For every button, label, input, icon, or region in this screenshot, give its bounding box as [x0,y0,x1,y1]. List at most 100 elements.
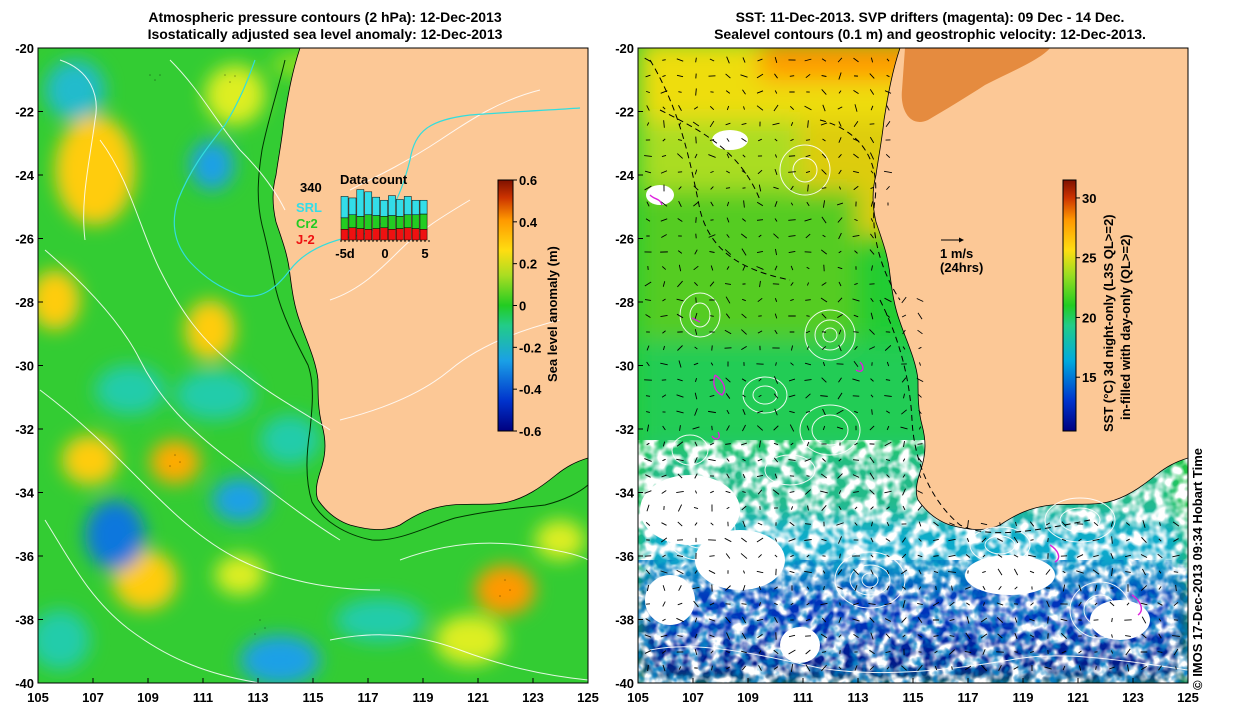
velocity-arrow [917,312,923,320]
velocity-arrow [822,234,826,238]
velocity-arrow [837,473,843,479]
velocity-arrow [756,201,764,207]
velocity-arrow [852,170,860,174]
sla-tick-label: -0.2 [519,340,541,355]
velocity-arrow [886,554,890,558]
velocity-arrow [661,650,667,654]
velocity-arrow [772,122,780,126]
velocity-arrow [645,395,651,397]
velocity-arrow [820,633,828,639]
velocity-arrow [1060,618,1068,622]
lat-tick-label: -40 [15,676,34,691]
velocity-arrow [740,553,748,559]
velocity-arrow [884,170,892,174]
velocity-arrow [741,378,747,382]
velocity-arrow [773,186,779,190]
velocity-arrow [852,378,860,382]
velocity-arrow [838,281,842,287]
velocity-arrow [1126,538,1130,542]
velocity-arrow [997,538,1003,542]
velocity-arrow [1062,584,1066,592]
velocity-arrow [900,426,908,430]
velocity-arrow [740,233,748,239]
velocity-arrow [710,315,714,317]
velocity-arrow [676,394,684,398]
velocity-arrow [695,88,697,96]
velocity-arrow [790,299,794,301]
velocity-arrow [886,74,890,78]
velocity-arrow [869,456,875,464]
velocity-arrow [693,185,699,191]
velocity-arrow [725,443,731,445]
velocity-arrow [758,394,762,398]
velocity-arrow [838,72,842,80]
velocity-arrow [693,201,699,207]
velocity-arrow [693,265,699,271]
lon-tick-label: 109 [737,690,759,705]
inset-max-label: 340 [300,180,322,195]
lon-tick-label: 115 [303,690,324,705]
velocity-arrow [676,298,684,302]
velocity-arrow [1158,633,1162,639]
velocity-arrow [1157,602,1163,606]
velocity-arrow [1141,616,1147,624]
velocity-arrow [742,491,746,493]
lon-tick-label: 105 [27,690,49,705]
velocity-arrow [709,105,715,111]
velocity-arrow [725,553,731,559]
axis-ticks: 105 107 109 111 113 115 117 119 121 123 125 -20 -22 -… [15,41,1199,705]
velocity-arrow [742,218,746,222]
velocity-arrow [788,649,796,655]
velocity-arrow [662,441,666,447]
sla-tick-label: 0 [519,299,526,314]
sst-colorbar-label-line1: SST (°C) 3d night-only (L3S QL>=2) [1101,214,1116,432]
velocity-arrow [820,602,828,606]
sst-colorbar: 30 25 20 15 SST (°C) 3d night-only (L3S QL>… [1062,179,1133,432]
velocity-arrow [1110,521,1114,527]
lon-tick-label: 119 [413,690,434,705]
right-australia-land [872,48,1188,530]
velocity-arrow [1173,571,1179,573]
velocity-arrow [646,105,650,111]
velocity-arrow [710,265,714,271]
velocity-arrow [710,186,714,190]
velocity-arrow [788,219,796,221]
velocity-arrow [676,441,684,447]
velocity-arrow [677,378,683,382]
velocity-arrow [918,346,922,350]
velocity-arrow [964,586,972,590]
velocity-arrow [886,506,890,510]
velocity-arrow [710,490,714,494]
velocity-arrow [869,152,875,160]
velocity-arrow [644,650,652,654]
velocity-arrow [821,187,827,189]
velocity-arrow [773,425,779,431]
velocity-arrow [1076,554,1084,558]
velocity-arrow [886,185,890,191]
velocity-arrow [756,537,764,543]
velocity-arrow [743,106,745,110]
velocity-arrow [804,362,812,366]
velocity-arrow [644,281,652,287]
velocity-arrow [742,424,746,432]
velocity-arrow [885,650,891,654]
velocity-arrow [758,554,762,558]
velocity-arrow [790,602,794,606]
velocity-arrow [694,570,698,574]
velocity-arrow [694,473,698,479]
velocity-arrow [1142,520,1146,528]
velocity-arrow [804,523,812,525]
velocity-arrow [662,298,666,302]
velocity-arrow [710,170,714,174]
velocity-key-sublabel: (24hrs) [940,260,983,275]
velocity-arrow [756,251,764,253]
velocity-arrow [773,104,779,112]
sla-tick-label: -0.4 [519,382,542,397]
velocity-arrow [853,331,859,333]
velocity-arrow [1078,538,1082,542]
velocity-arrow [660,201,668,207]
velocity-arrow [678,105,682,111]
velocity-arrow [726,651,730,653]
inset-bar-cr2 [348,214,357,229]
velocity-arrow [756,90,764,94]
